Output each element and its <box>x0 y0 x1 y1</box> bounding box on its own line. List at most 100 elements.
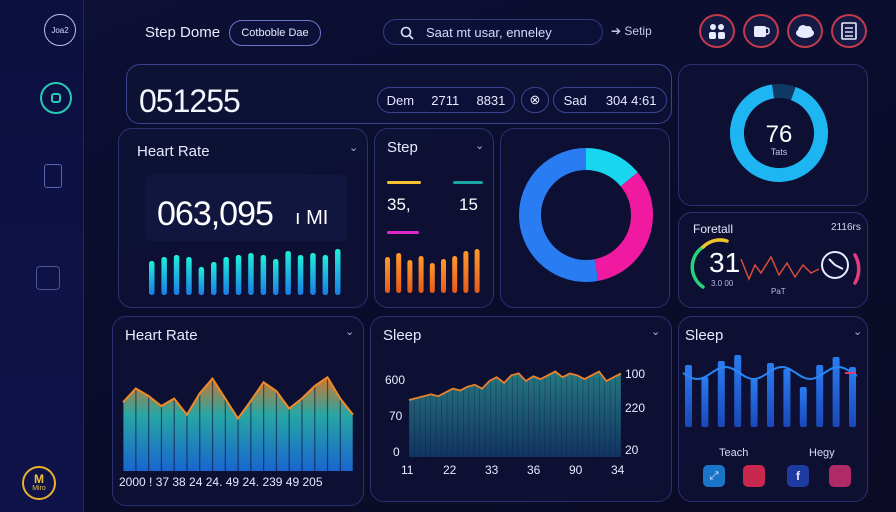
step-bar <box>452 256 458 293</box>
sleep-chart-card: Sleep ⌄ 600 70 0 100 220 20 11 22 33 36 90 34 <box>370 316 672 502</box>
link-icon[interactable]: ⊗ <box>521 87 549 113</box>
heart-rate-bar <box>173 255 180 295</box>
cup-icon[interactable] <box>743 14 779 48</box>
heart-rate-area-divider <box>352 414 354 471</box>
heart-rate-unit: ı MI <box>295 207 329 229</box>
heart-rate-area-chart <box>122 375 354 471</box>
app-title: Step Dome <box>145 24 221 41</box>
chevron-down-icon[interactable]: ⌄ <box>475 140 485 152</box>
sleep-y-left-bottom: 0 <box>393 445 400 459</box>
date-badge-button[interactable]: Cotboble Dae <box>229 20 321 46</box>
timer-icon <box>821 251 849 279</box>
summary-panel: 051255 Dem 2711 8831 ⊗ Sad 304 4:61 <box>126 64 672 124</box>
dashboard-nav-icon[interactable] <box>40 82 72 114</box>
heart-icon[interactable] <box>829 465 851 487</box>
donut-chart <box>519 148 653 282</box>
ring-label: Tats <box>770 147 788 157</box>
step-bar <box>396 253 402 293</box>
step-bar <box>407 260 413 293</box>
step-bar <box>474 249 480 293</box>
heart-rate-bar <box>310 253 316 295</box>
sleep-bars-chart <box>682 355 858 427</box>
heart-rate-area-card: Heart Rate ⌄ 2000 ! 37 38 24 24. 49 24. … <box>112 316 364 506</box>
step-left-value: 35, <box>387 195 411 214</box>
heart-rate-area-divider <box>339 398 341 471</box>
summary-pill-sad[interactable]: Sad 304 4:61 <box>553 87 667 113</box>
heart-rate-bar <box>297 255 304 295</box>
sleep-x-label: 22 <box>443 463 457 477</box>
foretail-gauge <box>690 238 861 289</box>
sleep-line <box>408 370 622 401</box>
sleep-bars-card: Sleep ⌄ Teach Hegy ⤢ f <box>678 316 868 502</box>
setup-link[interactable]: ➔ Setip <box>611 24 652 38</box>
sleep-x-axis: 11 22 33 36 90 34 <box>401 463 637 479</box>
heart-rate-area-divider <box>250 401 252 471</box>
sleep-y-right-bottom: 20 <box>625 443 639 457</box>
step-line-teal <box>453 181 483 184</box>
chevron-down-icon[interactable]: ⌄ <box>853 326 863 338</box>
heart-rate-area-title: Heart Rate <box>125 327 198 344</box>
chevron-down-icon[interactable]: ⌄ <box>349 142 359 154</box>
sleep-bar <box>783 369 791 427</box>
heart-rate-bar <box>223 257 229 295</box>
heart-rate-bar <box>149 261 155 295</box>
profile-badge[interactable]: M Miro <box>22 466 56 500</box>
sleep-bar <box>717 361 725 427</box>
summary-big-number: 051255 <box>139 83 241 119</box>
heart-rate-bar <box>248 253 254 295</box>
heart-rate-card: Heart Rate ⌄ 063,095 ı MI <box>118 128 368 308</box>
sleep-bar <box>849 367 856 427</box>
users-icon[interactable] <box>699 14 735 48</box>
ring-chart <box>730 84 828 182</box>
heart-rate-area-divider <box>326 377 329 471</box>
sleep-title: Sleep <box>383 327 422 344</box>
logo-icon[interactable]: Joa2 <box>44 14 76 46</box>
heart-rate-value: 063,095 <box>157 195 274 233</box>
heart-rate-bar <box>273 259 279 295</box>
step-right-value: 15 <box>459 195 478 214</box>
heart-rate-area-divider <box>211 378 214 471</box>
heart-rate-area-divider <box>199 393 201 471</box>
sleep-bar <box>734 355 742 427</box>
bookmark-icon[interactable] <box>743 465 765 487</box>
step-bar <box>429 263 435 293</box>
step-bar <box>463 251 469 293</box>
step-card: Step ⌄ 35, 15 <box>374 128 494 308</box>
donut-slice-blue <box>519 148 653 282</box>
sleep-y-right-top: 100 <box>625 367 646 381</box>
sleep-bar <box>750 379 758 427</box>
heart-rate-bar <box>322 255 329 295</box>
heart-rate-bar <box>285 251 291 295</box>
device-nav-icon[interactable] <box>44 164 62 188</box>
step-line-magenta <box>387 231 419 234</box>
heart-rate-bar <box>260 255 267 295</box>
share-icon[interactable]: ⤢ <box>703 465 725 487</box>
heart-rate-x-labels: 2000 ! 37 38 24 24. 49 24. 239 49 205 <box>119 475 323 489</box>
heart-rate-line <box>122 375 354 421</box>
cloud-icon[interactable] <box>787 14 823 48</box>
search-bar[interactable]: Saat mt usar, enneley <box>383 19 603 45</box>
summary-pill-date[interactable]: Dem 2711 8831 <box>377 87 515 113</box>
facebook-icon[interactable]: f <box>787 465 809 487</box>
step-bar <box>418 256 424 293</box>
chevron-down-icon[interactable]: ⌄ <box>651 326 661 338</box>
heart-rate-area-divider <box>237 418 239 471</box>
sleep-y-left-top: 600 <box>385 373 406 387</box>
foretail-sub1: 3.0 00 <box>711 279 734 288</box>
document-icon[interactable] <box>831 14 867 48</box>
search-input[interactable]: Saat mt usar, enneley <box>426 25 552 40</box>
sleep-bar <box>767 363 774 427</box>
grid-nav-icon[interactable] <box>36 266 60 290</box>
step-line-yellow <box>387 181 421 184</box>
sleep-x-label: 36 <box>527 463 541 477</box>
donut-card <box>500 128 670 308</box>
chevron-down-icon[interactable]: ⌄ <box>345 326 355 338</box>
heart-rate-bar <box>198 267 205 295</box>
heart-rate-area-divider <box>160 406 163 471</box>
step-bars <box>385 249 480 293</box>
step-title: Step <box>387 139 418 156</box>
foretail-right-label: 2116rs <box>831 222 861 233</box>
step-bar <box>441 259 446 293</box>
foretail-sub2: PaT <box>771 287 786 296</box>
